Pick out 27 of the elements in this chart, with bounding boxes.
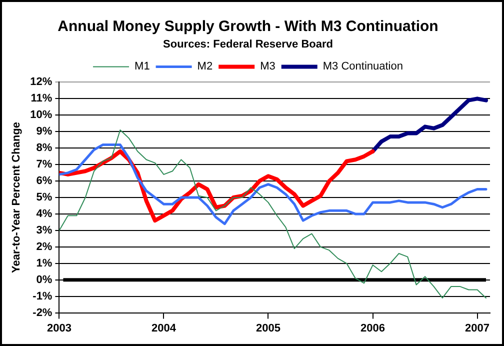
y-tick-label: 7%: [36, 158, 52, 171]
y-tick-label: 12%: [30, 76, 52, 88]
y-tick-label: 11%: [30, 92, 52, 105]
y-axis-title: Year-to-Year Percent Change: [10, 122, 23, 274]
y-tick-label: 4%: [36, 208, 52, 220]
y-tick-label: 0%: [36, 274, 52, 286]
y-tick-label: -2%: [32, 306, 52, 319]
y-tick-label: 9%: [36, 126, 52, 138]
legend-label: M3: [260, 60, 276, 73]
x-tick-label: 2003: [46, 322, 72, 334]
legend-label: M3 Continuation: [322, 60, 403, 73]
y-tick-label: 2%: [36, 240, 52, 253]
legend-label: M1: [134, 60, 150, 73]
y-tick-label: 8%: [36, 142, 52, 154]
x-tick-label: 2004: [151, 322, 177, 334]
x-tick-label: 2007: [465, 322, 490, 334]
chart-subtitle: Sources: Federal Reserve Board: [163, 38, 333, 51]
y-tick-label: 6%: [36, 175, 52, 188]
y-tick-label: -1%: [32, 290, 52, 302]
y-tick-label: 5%: [36, 192, 52, 204]
y-tick-label: 1%: [36, 257, 52, 270]
legend-label: M2: [197, 60, 213, 73]
x-tick-label: 2005: [256, 322, 280, 334]
y-tick-label: 3%: [36, 224, 52, 236]
chart-title: Annual Money Supply Growth - With M3 Continuation: [58, 18, 438, 36]
x-tick-label: 2006: [360, 322, 386, 334]
y-tick-label: 10%: [30, 109, 52, 122]
